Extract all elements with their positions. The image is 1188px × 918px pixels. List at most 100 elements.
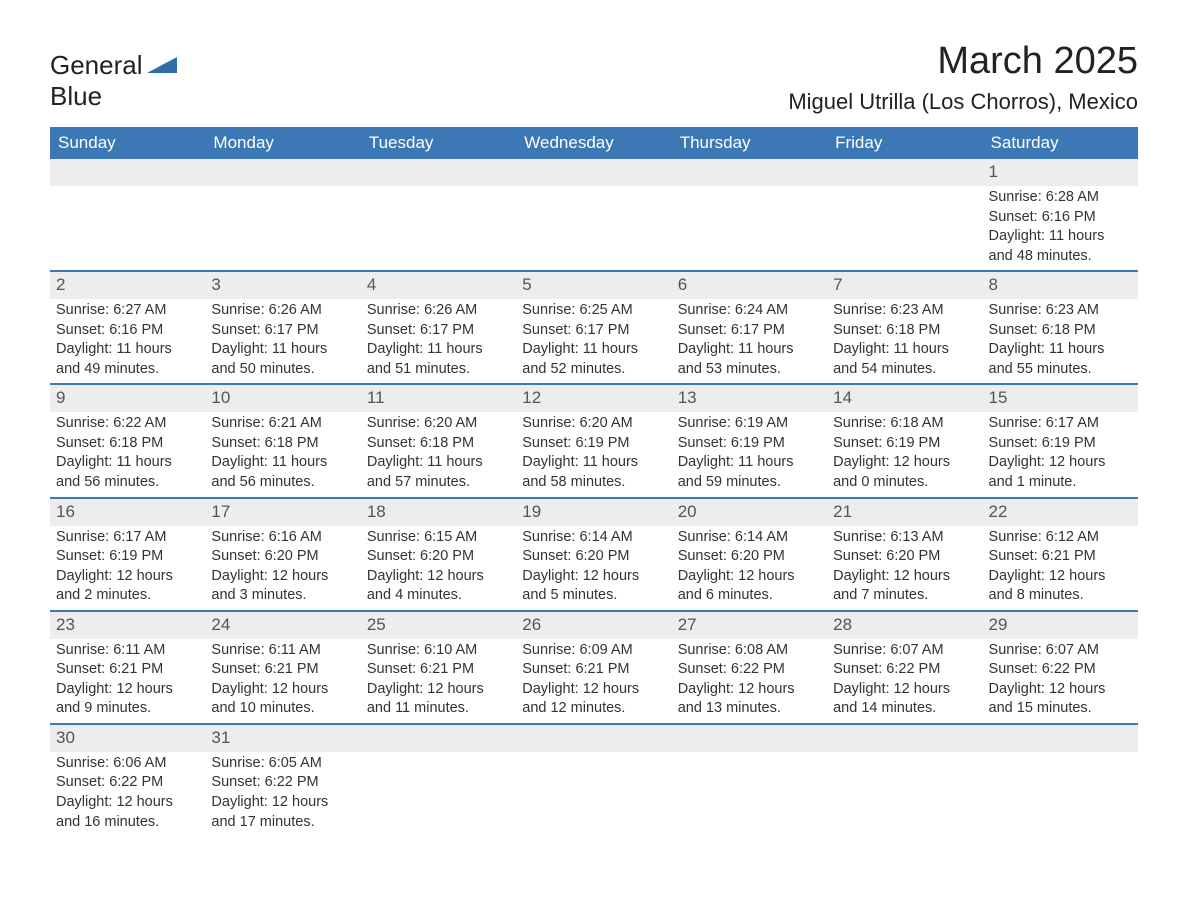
location: Miguel Utrilla (Los Chorros), Mexico	[788, 89, 1138, 115]
sunrise-text: Sunrise: 6:26 AM	[367, 301, 510, 321]
day-cell: 2Sunrise: 6:27 AMSunset: 6:16 PMDaylight…	[50, 271, 205, 383]
day-cell	[516, 724, 671, 836]
week-row: 23Sunrise: 6:11 AMSunset: 6:21 PMDayligh…	[50, 610, 1138, 723]
day-number: 21	[827, 498, 982, 526]
day-number	[516, 724, 671, 752]
daylight-text: Daylight: 12 hours and 4 minutes.	[367, 567, 510, 606]
sunrise-text: Sunrise: 6:08 AM	[678, 641, 821, 661]
day-body: Sunrise: 6:12 AMSunset: 6:21 PMDaylight:…	[983, 526, 1138, 610]
day-body: Sunrise: 6:08 AMSunset: 6:22 PMDaylight:…	[672, 639, 827, 723]
daylight-text: Daylight: 11 hours and 56 minutes.	[56, 453, 199, 492]
day-number: 18	[361, 498, 516, 526]
daylight-text: Daylight: 12 hours and 17 minutes.	[211, 793, 354, 832]
logo-triangle-icon	[147, 53, 177, 78]
day-cell: 16Sunrise: 6:17 AMSunset: 6:19 PMDayligh…	[50, 498, 205, 610]
sunset-text: Sunset: 6:19 PM	[833, 434, 976, 454]
sunset-text: Sunset: 6:21 PM	[211, 660, 354, 680]
sunset-text: Sunset: 6:22 PM	[211, 773, 354, 793]
day-cell: 7Sunrise: 6:23 AMSunset: 6:18 PMDaylight…	[827, 271, 982, 383]
dow-cell: Friday	[827, 127, 982, 159]
day-cell	[361, 724, 516, 836]
day-number: 12	[516, 384, 671, 412]
daylight-text: Daylight: 12 hours and 0 minutes.	[833, 453, 976, 492]
sunset-text: Sunset: 6:22 PM	[678, 660, 821, 680]
sunrise-text: Sunrise: 6:07 AM	[989, 641, 1132, 661]
daylight-text: Daylight: 11 hours and 53 minutes.	[678, 340, 821, 379]
day-cell	[50, 159, 205, 270]
day-body: Sunrise: 6:24 AMSunset: 6:17 PMDaylight:…	[672, 299, 827, 383]
weeks-container: 1Sunrise: 6:28 AMSunset: 6:16 PM Daylight…	[50, 159, 1138, 836]
day-number: 23	[50, 611, 205, 639]
sunset-text: Sunset: 6:22 PM	[833, 660, 976, 680]
sunset-text: Sunset: 6:18 PM	[833, 321, 976, 341]
sunset-text: Sunset: 6:21 PM	[367, 660, 510, 680]
day-number: 11	[361, 384, 516, 412]
day-number: 26	[516, 611, 671, 639]
day-cell: 10Sunrise: 6:21 AMSunset: 6:18 PMDayligh…	[205, 384, 360, 496]
daylight-text: Daylight: 12 hours and 14 minutes.	[833, 680, 976, 719]
day-number: 24	[205, 611, 360, 639]
day-number: 9	[50, 384, 205, 412]
day-cell: 12Sunrise: 6:20 AMSunset: 6:19 PMDayligh…	[516, 384, 671, 496]
day-body: Sunrise: 6:23 AMSunset: 6:18 PMDaylight:…	[827, 299, 982, 383]
day-number: 1	[983, 159, 1138, 186]
day-body: Sunrise: 6:20 AMSunset: 6:19 PMDaylight:…	[516, 412, 671, 496]
daylight-text: Daylight: 11 hours and 52 minutes.	[522, 340, 665, 379]
day-cell: 15Sunrise: 6:17 AMSunset: 6:19 PMDayligh…	[983, 384, 1138, 496]
day-number: 14	[827, 384, 982, 412]
day-number: 3	[205, 271, 360, 299]
title-block: March 2025 Miguel Utrilla (Los Chorros),…	[788, 40, 1138, 115]
day-number: 29	[983, 611, 1138, 639]
daylight-text: Daylight: 12 hours and 12 minutes.	[522, 680, 665, 719]
day-cell: 1Sunrise: 6:28 AMSunset: 6:16 PMDaylight…	[983, 159, 1138, 270]
day-body: Sunrise: 6:07 AMSunset: 6:22 PMDaylight:…	[827, 639, 982, 723]
day-cell: 4Sunrise: 6:26 AMSunset: 6:17 PMDaylight…	[361, 271, 516, 383]
week-row: 9Sunrise: 6:22 AMSunset: 6:18 PMDaylight…	[50, 383, 1138, 496]
day-number	[361, 724, 516, 752]
day-cell: 9Sunrise: 6:22 AMSunset: 6:18 PMDaylight…	[50, 384, 205, 496]
week-row: 30Sunrise: 6:06 AMSunset: 6:22 PMDayligh…	[50, 723, 1138, 836]
sunrise-text: Sunrise: 6:10 AM	[367, 641, 510, 661]
daylight-text: Daylight: 12 hours and 8 minutes.	[989, 567, 1132, 606]
day-number	[827, 159, 982, 186]
day-cell	[672, 724, 827, 836]
sunrise-text: Sunrise: 6:19 AM	[678, 414, 821, 434]
daylight-text: Daylight: 11 hours and 49 minutes.	[56, 340, 199, 379]
daylight-text: Daylight: 11 hours and 55 minutes.	[989, 340, 1132, 379]
sunset-text: Sunset: 6:16 PM	[989, 208, 1132, 228]
day-body: Sunrise: 6:21 AMSunset: 6:18 PMDaylight:…	[205, 412, 360, 496]
sunrise-text: Sunrise: 6:20 AM	[522, 414, 665, 434]
day-cell: 26Sunrise: 6:09 AMSunset: 6:21 PMDayligh…	[516, 611, 671, 723]
day-number: 30	[50, 724, 205, 752]
sunrise-text: Sunrise: 6:28 AM	[989, 188, 1132, 208]
day-cell: 14Sunrise: 6:18 AMSunset: 6:19 PMDayligh…	[827, 384, 982, 496]
day-number	[672, 724, 827, 752]
day-body: Sunrise: 6:13 AMSunset: 6:20 PMDaylight:…	[827, 526, 982, 610]
daylight-text: Daylight: 11 hours and 59 minutes.	[678, 453, 821, 492]
header: General Blue March 2025 Miguel Utrilla (…	[50, 40, 1138, 115]
sunrise-text: Sunrise: 6:05 AM	[211, 754, 354, 774]
day-number: 6	[672, 271, 827, 299]
day-body: Sunrise: 6:07 AMSunset: 6:22 PMDaylight:…	[983, 639, 1138, 723]
day-cell: 30Sunrise: 6:06 AMSunset: 6:22 PMDayligh…	[50, 724, 205, 836]
day-number: 22	[983, 498, 1138, 526]
sunrise-text: Sunrise: 6:16 AM	[211, 528, 354, 548]
sunset-text: Sunset: 6:19 PM	[678, 434, 821, 454]
day-cell	[361, 159, 516, 270]
sunset-text: Sunset: 6:19 PM	[989, 434, 1132, 454]
sunset-text: Sunset: 6:17 PM	[678, 321, 821, 341]
calendar: SundayMondayTuesdayWednesdayThursdayFrid…	[50, 127, 1138, 836]
daylight-text: Daylight: 12 hours and 13 minutes.	[678, 680, 821, 719]
daylight-text: Daylight: 12 hours and 16 minutes.	[56, 793, 199, 832]
day-cell: 21Sunrise: 6:13 AMSunset: 6:20 PMDayligh…	[827, 498, 982, 610]
day-cell: 6Sunrise: 6:24 AMSunset: 6:17 PMDaylight…	[672, 271, 827, 383]
daylight-text: Daylight: 12 hours and 2 minutes.	[56, 567, 199, 606]
day-body: Sunrise: 6:11 AMSunset: 6:21 PMDaylight:…	[50, 639, 205, 723]
day-body: Sunrise: 6:26 AMSunset: 6:17 PMDaylight:…	[205, 299, 360, 383]
sunset-text: Sunset: 6:17 PM	[211, 321, 354, 341]
sunrise-text: Sunrise: 6:23 AM	[989, 301, 1132, 321]
day-number	[50, 159, 205, 186]
day-body: Sunrise: 6:18 AMSunset: 6:19 PMDaylight:…	[827, 412, 982, 496]
days-of-week-header: SundayMondayTuesdayWednesdayThursdayFrid…	[50, 127, 1138, 159]
dow-cell: Thursday	[672, 127, 827, 159]
